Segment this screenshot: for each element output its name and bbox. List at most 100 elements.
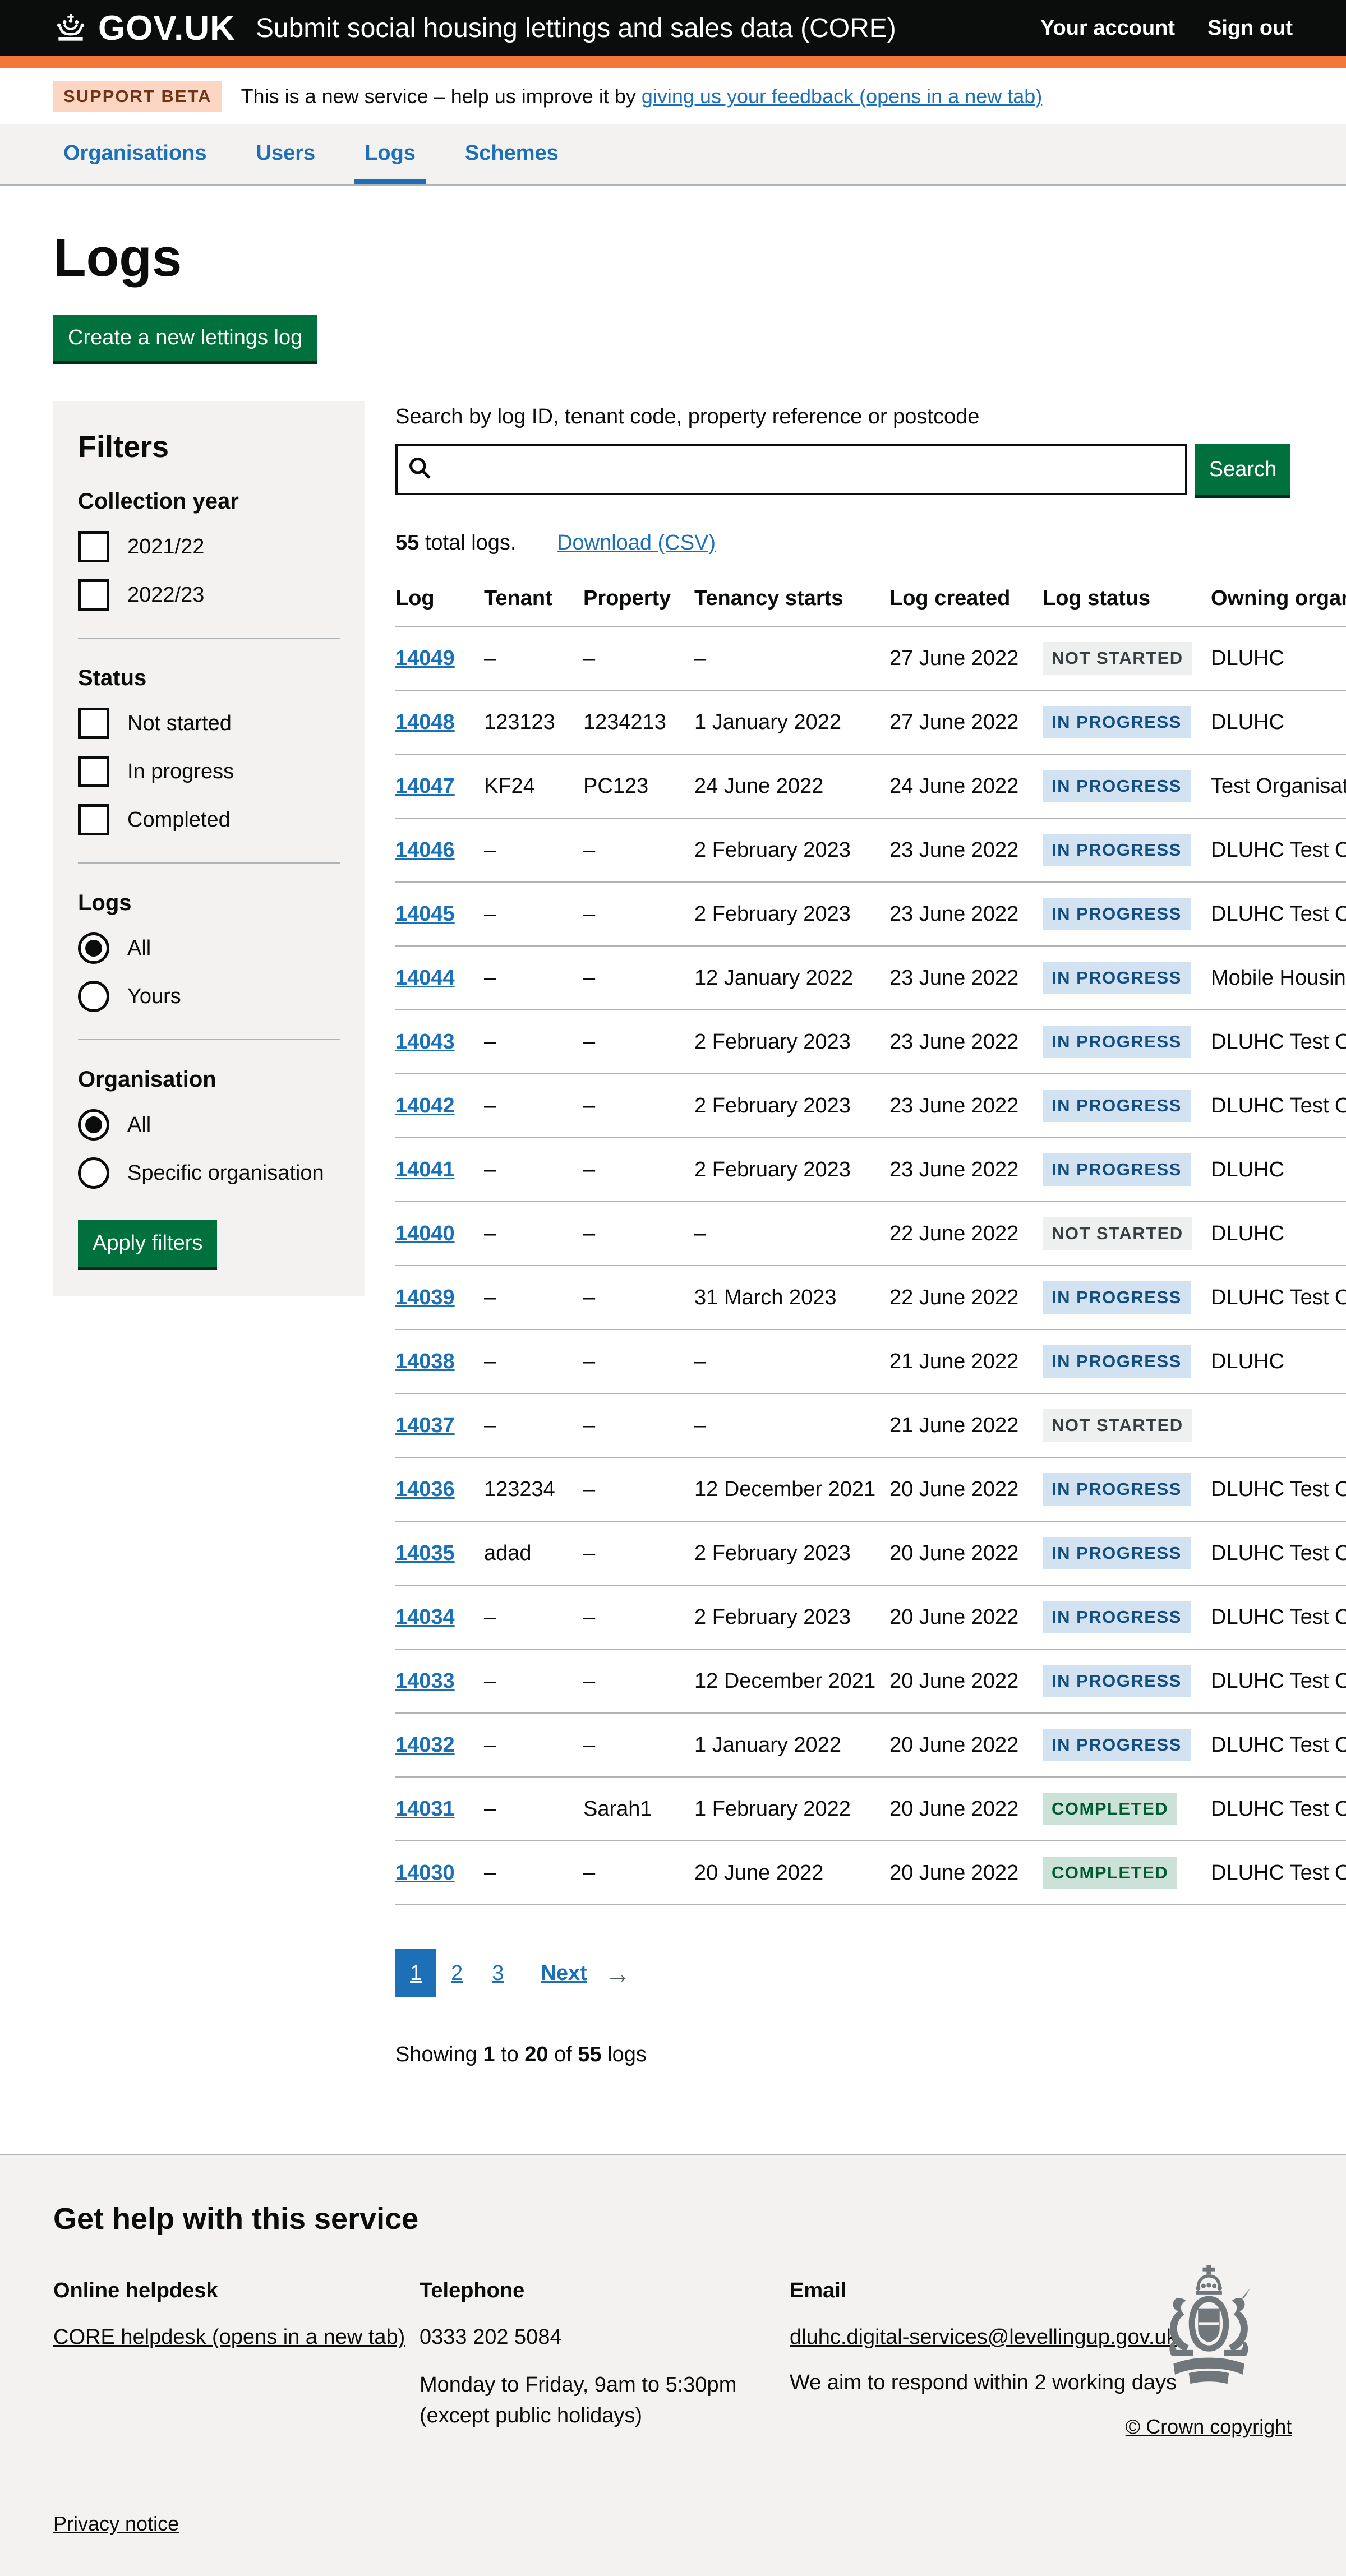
pagination-next-link[interactable]: Next [541,1961,587,1985]
cell-log-created: 23 June 2022 [889,1138,1043,1202]
showing-text: to [495,2043,525,2066]
service-name-link[interactable]: Submit social housing lettings and sales… [255,13,896,43]
log-link-14048[interactable]: 14048 [395,710,455,734]
logs-table: Log Tenant Property Tenancy starts Log creat… [395,561,1346,1905]
cell-tenant-code: – [484,818,583,883]
cell-log-created: 23 June 2022 [889,1074,1043,1138]
log-link-14033[interactable]: 14033 [395,1669,455,1693]
log-link-14042[interactable]: 14042 [395,1093,455,1118]
sign-out-link[interactable]: Sign out [1207,16,1293,40]
filter-option-2021-22[interactable]: 2021/22 [78,531,340,562]
nav-tab-users[interactable]: Users [256,141,316,165]
core-helpdesk-link[interactable]: CORE helpdesk (opens in a new tab) [53,2325,405,2349]
cell-owning-organisation: DLUHC Test Org [1211,1585,1346,1650]
total-logs-suffix: total logs. [419,531,517,555]
your-account-link[interactable]: Your account [1040,16,1176,40]
log-link-14034[interactable]: 14034 [395,1605,455,1629]
cell-log-created: 23 June 2022 [889,882,1043,947]
search-input[interactable] [440,445,1175,493]
feedback-link[interactable]: giving us your feedback (opens in a new … [641,85,1043,108]
table-row: 14032– –1 January 2022 20 June 2022 IN PROG… [395,1713,1346,1778]
log-link-14032[interactable]: 14032 [395,1733,455,1757]
radio-all[interactable] [78,932,109,964]
log-link-14040[interactable]: 14040 [395,1221,455,1245]
table-row: 14041– –2 February 2023 23 June 2022 IN PRO… [395,1138,1346,1202]
filter-option-yours[interactable]: Yours [78,981,340,1012]
log-link-14037[interactable]: 14037 [395,1413,455,1437]
status-badge: IN PROGRESS [1043,1281,1191,1314]
pagination-page-2[interactable]: 2 [451,1961,463,1985]
log-link-14047[interactable]: 14047 [395,774,455,798]
radio-all[interactable] [78,1109,109,1141]
nav-tab-organisations[interactable]: Organisations [63,141,207,165]
cell-property-reference: – [583,1713,694,1778]
checkbox-2022-23[interactable] [78,579,109,611]
log-link-14045[interactable]: 14045 [395,902,455,926]
log-link-14031[interactable]: 14031 [395,1797,455,1821]
footer: Get help with this service Online helpde… [0,2154,1346,2576]
cell-owning-organisation: DLUHC [1211,1138,1346,1202]
log-link-14049[interactable]: 14049 [395,646,455,670]
filter-group-label-status: Status [78,666,147,690]
filter-option-completed[interactable]: Completed [78,804,340,835]
cell-property-reference: – [583,1585,694,1650]
column-header-tenant: Tenant [484,561,583,627]
download-csv-link[interactable]: Download (CSV) [557,531,716,555]
status-badge: IN PROGRESS [1043,898,1191,930]
showing-text: Showing [395,2043,483,2066]
checkbox-in-progress[interactable] [78,756,109,787]
cell-owning-organisation: DLUHC Test Org [1211,1266,1346,1330]
privacy-notice-link[interactable]: Privacy notice [53,2512,179,2536]
royal-coat-of-arms-icon [1163,2265,1255,2399]
online-helpdesk-heading: Online helpdesk [53,2279,218,2302]
log-link-14035[interactable]: 14035 [395,1541,455,1565]
cell-tenancy-starts: – [694,1202,889,1266]
log-link-14030[interactable]: 14030 [395,1861,455,1885]
filter-divider [78,862,340,864]
cell-tenancy-starts: 31 March 2023 [694,1266,889,1330]
checkbox-completed[interactable] [78,804,109,835]
pagination-page-3[interactable]: 3 [492,1961,504,1985]
nav-tab-schemes[interactable]: Schemes [464,141,559,165]
arrow-right-icon[interactable]: → [605,1959,631,1988]
log-link-14039[interactable]: 14039 [395,1285,455,1309]
cell-log-id: 14032 [395,1713,484,1778]
apply-filters-button[interactable]: Apply filters [78,1220,218,1267]
log-link-14046[interactable]: 14046 [395,838,455,862]
checkbox-2021-22[interactable] [78,531,109,562]
telephone-number: 0333 202 5084 [420,2325,562,2349]
status-badge: COMPLETED [1043,1857,1178,1889]
cell-log-status: IN PROGRESS [1043,1010,1211,1074]
cell-property-reference: – [583,818,694,883]
cell-log-created: 20 June 2022 [889,1777,1043,1841]
filter-option-all[interactable]: All [78,932,340,964]
checkbox-not-started[interactable] [78,708,109,739]
filter-option-all[interactable]: All [78,1109,340,1141]
cell-tenant-code: – [484,1138,583,1202]
log-link-14038[interactable]: 14038 [395,1349,455,1373]
pagination-page-1[interactable]: 1 [395,1949,437,1997]
govuk-logo[interactable]: GOV.UK [53,8,236,48]
radio-specific-organisation[interactable] [78,1157,109,1189]
search-button[interactable]: Search [1195,444,1290,495]
table-row: 14037– – –21 June 2022 NOT STARTED [395,1393,1346,1458]
log-link-14041[interactable]: 14041 [395,1157,455,1181]
crown-icon [53,14,88,42]
log-link-14043[interactable]: 14043 [395,1030,455,1054]
cell-tenant-code: – [484,1713,583,1778]
email-link[interactable]: dluhc.digital-services@levellingup.gov.u… [790,2325,1177,2349]
log-link-14036[interactable]: 14036 [395,1477,455,1501]
filter-option-in-progress[interactable]: In progress [78,756,340,787]
filter-option-specific-organisation[interactable]: Specific organisation [78,1157,340,1189]
cell-property-reference: – [583,1457,694,1522]
cell-tenancy-starts: 12 December 2021 [694,1649,889,1714]
crown-copyright-link[interactable]: © Crown copyright [1125,2415,1292,2438]
log-link-14044[interactable]: 14044 [395,966,455,990]
create-lettings-log-button[interactable]: Create a new lettings log [53,315,317,361]
filter-option-not-started[interactable]: Not started [78,708,340,739]
cell-tenancy-starts: 20 June 2022 [694,1841,889,1905]
cell-property-reference: 1234213 [583,690,694,755]
radio-yours[interactable] [78,981,109,1012]
filter-option-2022-23[interactable]: 2022/23 [78,579,340,611]
nav-tab-logs[interactable]: Logs [354,124,426,184]
